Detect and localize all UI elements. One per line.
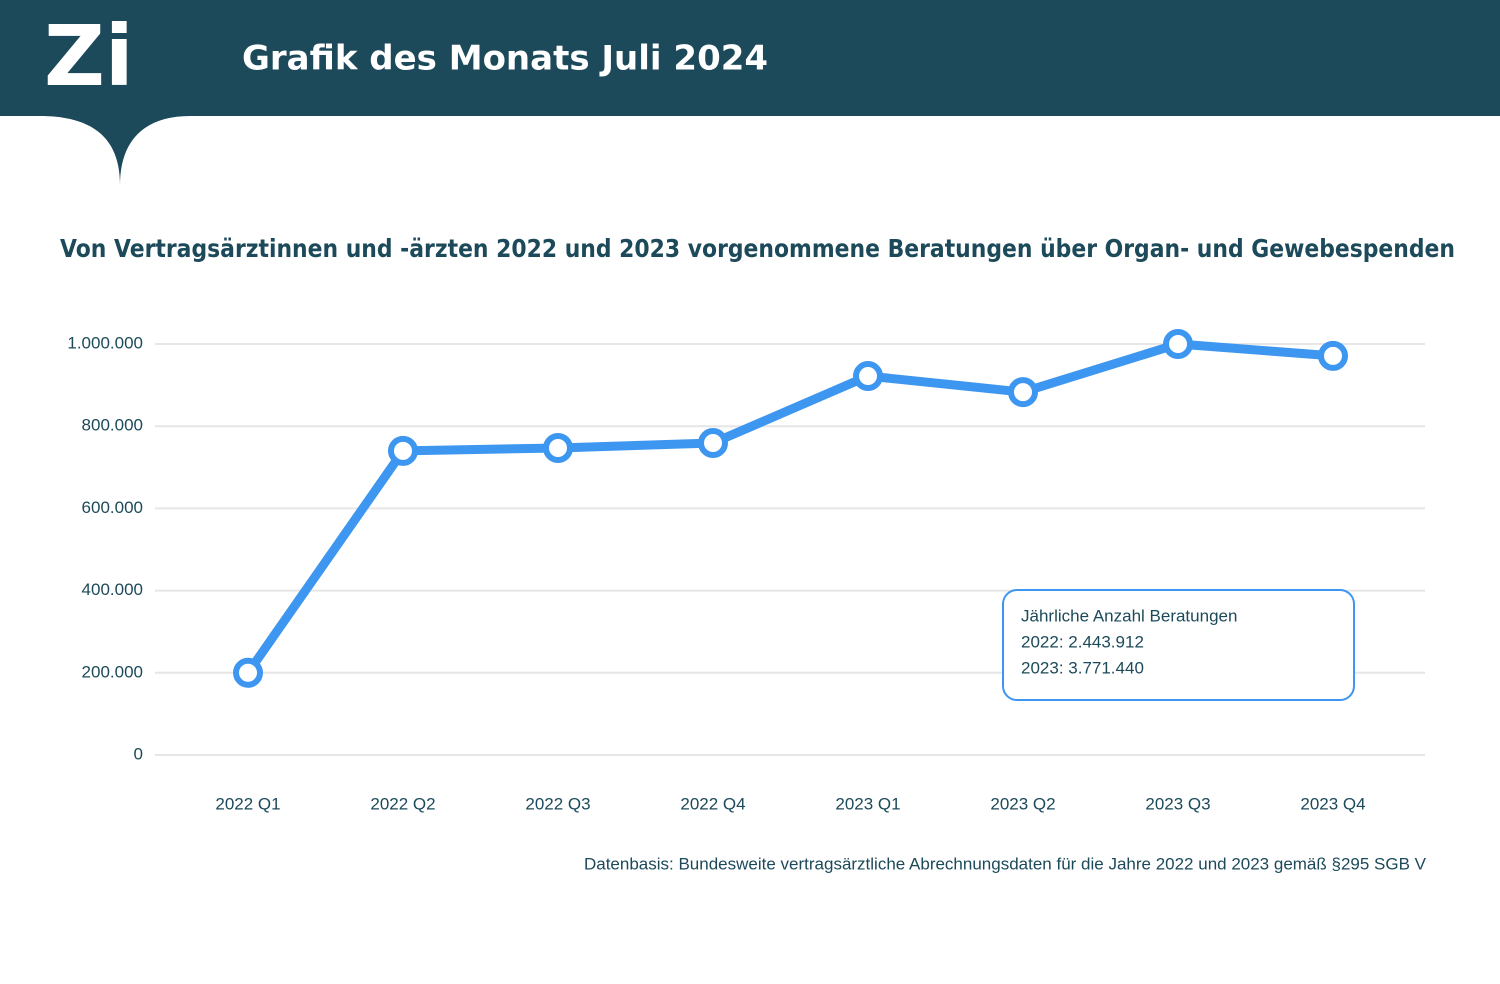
line <box>244 339 1334 676</box>
source-note: Datenbasis: Bundesweite vertragsärztlich… <box>584 854 1427 873</box>
chart-title: Von Vertragsärztinnen und -ärzten 2022 u… <box>60 234 1455 263</box>
header-bar <box>0 0 1500 116</box>
y-tick-label: 200.000 <box>82 662 143 681</box>
annotation-line: Jährliche Anzahl Beratungen <box>1021 606 1237 625</box>
plot <box>233 329 1348 688</box>
x-tick-label: 2023 Q2 <box>990 794 1055 813</box>
y-tick-label: 400.000 <box>82 580 143 599</box>
x-tick-label: 2022 Q3 <box>525 794 590 813</box>
x-tick-label: 2022 Q4 <box>680 794 745 813</box>
x-tick-label: 2022 Q2 <box>370 794 435 813</box>
x-tick-label: 2023 Q1 <box>835 794 900 813</box>
point <box>1318 340 1348 371</box>
point <box>233 657 263 688</box>
point <box>1008 377 1038 408</box>
x-tick-label: 2023 Q3 <box>1145 794 1210 813</box>
point <box>698 428 728 459</box>
header-bubble <box>40 116 190 185</box>
annotation-line: 2023: 3.771.440 <box>1021 658 1144 677</box>
point <box>1163 329 1193 359</box>
logo: Zi <box>44 7 134 105</box>
point <box>388 435 418 466</box>
x-tick-label: 2023 Q4 <box>1300 794 1365 813</box>
x-tick-label: 2022 Q1 <box>215 794 280 813</box>
point <box>543 432 573 463</box>
y-tick-label: 1.000.000 <box>67 333 143 352</box>
point <box>853 361 883 392</box>
y-tick-label: 0 <box>134 744 143 763</box>
annotation-line: 2022: 2.443.912 <box>1021 632 1144 651</box>
annotation-box <box>1002 589 1355 701</box>
y-tick-label: 800.000 <box>82 416 143 435</box>
y-tick-label: 600.000 <box>82 498 143 517</box>
header-title: Grafik des Monats Juli 2024 <box>242 39 768 79</box>
